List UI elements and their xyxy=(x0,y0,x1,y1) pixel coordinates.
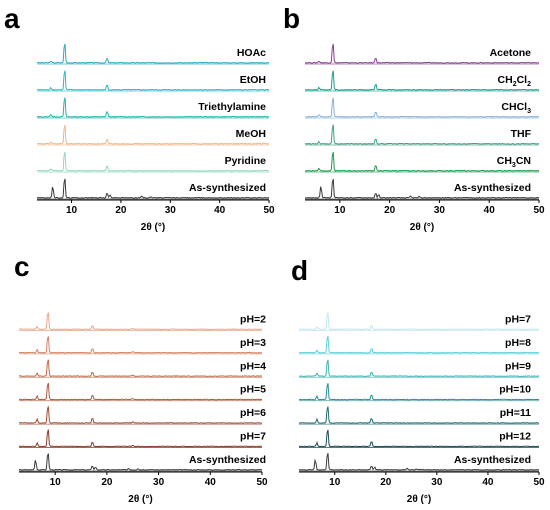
x-tick-label: 20 xyxy=(115,205,127,216)
series-line-ph-8 xyxy=(298,335,540,354)
x-axis-title: 2θ (°) xyxy=(128,494,152,505)
series-line-pyridine xyxy=(36,151,270,172)
x-tick-label: 50 xyxy=(263,205,275,216)
series-label: pH=8 xyxy=(505,337,531,349)
x-tick-label: 10 xyxy=(329,477,341,488)
panel-label-b: b xyxy=(283,3,300,34)
x-tick-label: 40 xyxy=(482,477,494,488)
series-line-as-synthesized xyxy=(298,453,540,471)
x-tick-label: 40 xyxy=(484,205,496,216)
panel-label-d: d xyxy=(291,255,308,286)
series-label: As-synthesized xyxy=(189,182,266,194)
x-tick-label: 30 xyxy=(153,477,165,488)
series-label: CHCl3 xyxy=(501,101,531,115)
x-tick-label: 20 xyxy=(101,477,113,488)
series-line-ph-3 xyxy=(18,336,263,354)
x-tick-label: 20 xyxy=(380,477,392,488)
panel-label-a: a xyxy=(4,3,20,34)
series-line-as-synthesized xyxy=(36,178,270,199)
x-tick-label: 40 xyxy=(205,477,217,488)
series-label: As-synthesized xyxy=(189,454,266,466)
series-line-ph-2 xyxy=(18,312,263,331)
series-line-etoh xyxy=(36,70,270,91)
series-line-chcl3 xyxy=(304,97,540,118)
x-tick-label: 30 xyxy=(434,205,446,216)
series-label: pH=10 xyxy=(499,384,531,396)
series-label: pH=7 xyxy=(505,313,531,325)
series-label: pH=4 xyxy=(240,360,266,372)
series-line-triethylamine xyxy=(36,97,270,118)
series-line-ph-7 xyxy=(18,429,263,448)
series-line-thf xyxy=(304,124,540,145)
series-line-meoh xyxy=(36,124,270,145)
panel-d: pH=7 pH=8 pH=9 pH=10 pH=11 pH=12 As-synthesize… xyxy=(298,312,545,505)
series-label: pH=2 xyxy=(240,313,266,325)
x-tick-label: 20 xyxy=(384,205,396,216)
series-line-ph-5 xyxy=(18,382,263,401)
x-tick-label: 10 xyxy=(334,205,346,216)
series-label: HOAc xyxy=(237,47,266,59)
x-tick-label: 10 xyxy=(66,205,78,216)
series-label: Acetone xyxy=(490,47,532,59)
series-line-ch2cl2 xyxy=(304,70,540,91)
series-label: Pyridine xyxy=(225,155,267,167)
x-axis-title: 2θ (°) xyxy=(407,494,431,505)
series-line-ph-6 xyxy=(18,406,263,424)
panel-c: pH=2 pH=3 pH=4 pH=5 pH=6 pH=7 As-synthesized 10… xyxy=(18,312,268,505)
series-label: pH=5 xyxy=(240,384,266,396)
series-label: pH=7 xyxy=(240,431,266,443)
x-tick-label: 50 xyxy=(533,477,545,488)
x-tick-label: 30 xyxy=(431,477,443,488)
series-line-ph-11 xyxy=(298,406,540,424)
series-label: pH=11 xyxy=(500,407,531,419)
series-label: CH2Cl2 xyxy=(498,74,532,88)
series-label: Triethylamine xyxy=(198,101,266,113)
series-label: CH3CN xyxy=(497,155,531,169)
series-line-ch3cn xyxy=(304,152,540,172)
x-tick-label: 50 xyxy=(256,477,268,488)
series-line-ph-7 xyxy=(298,312,540,331)
series-line-ph-9 xyxy=(298,359,540,377)
panel-label-c: c xyxy=(14,251,30,282)
series-label: THF xyxy=(511,128,532,140)
series-line-ph-10 xyxy=(298,383,540,401)
series-line-as-synthesized xyxy=(18,453,263,471)
series-line-as-synthesized xyxy=(304,178,540,199)
series-label: EtOH xyxy=(240,74,266,86)
x-tick-label: 10 xyxy=(50,477,62,488)
series-label: As-synthesized xyxy=(454,182,531,194)
series-line-acetone xyxy=(304,43,540,64)
series-line-ph-4 xyxy=(18,359,263,377)
x-tick-label: 50 xyxy=(533,205,545,216)
series-label: pH=6 xyxy=(240,407,266,419)
x-axis-title: 2θ (°) xyxy=(141,222,165,233)
panel-a: HOAc EtOH Triethylamine MeOH Pyridine As-synt… xyxy=(36,43,275,233)
series-label: pH=3 xyxy=(240,337,266,349)
x-axis-title: 2θ (°) xyxy=(410,222,434,233)
series-label: As-synthesized xyxy=(454,454,531,466)
series-line-ph-12 xyxy=(298,429,540,448)
series-line-hoac xyxy=(36,43,270,64)
panel-b: Acetone CH2Cl2 CHCl3 THF CH3CN As-synthesized… xyxy=(304,43,545,233)
x-tick-label: 30 xyxy=(165,205,177,216)
series-label: MeOH xyxy=(236,128,266,140)
series-label: pH=12 xyxy=(499,431,531,443)
series-label: pH=9 xyxy=(505,360,531,372)
x-tick-label: 40 xyxy=(214,205,226,216)
